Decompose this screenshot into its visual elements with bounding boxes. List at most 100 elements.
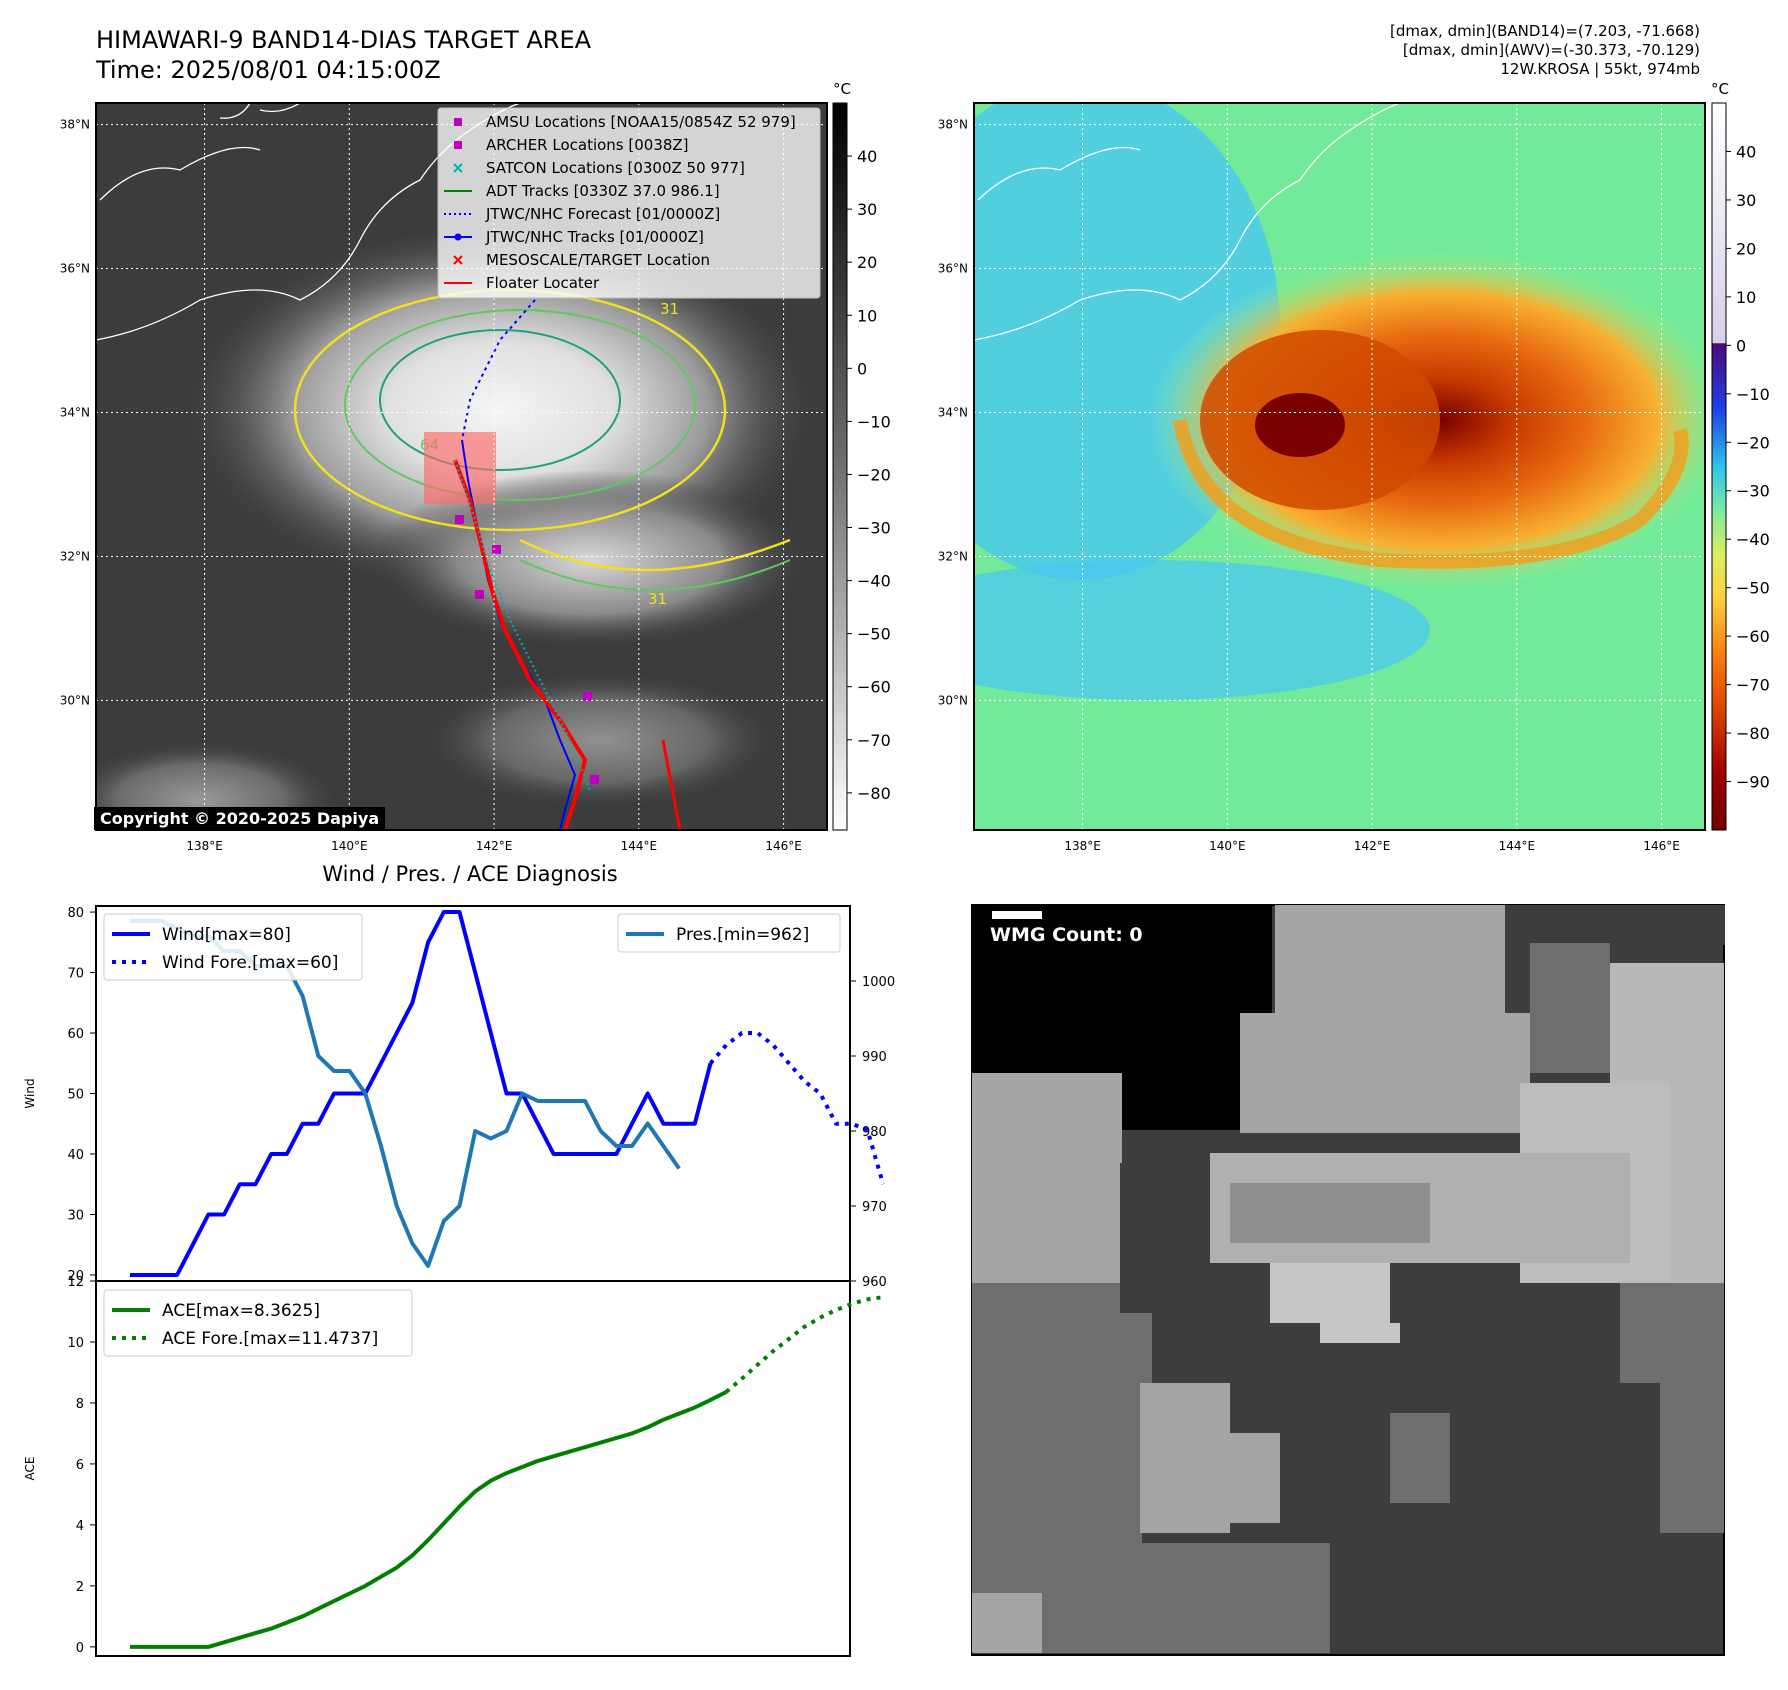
lat-label: 30°N [60,693,90,707]
colorbar-tick-label: 30 [857,200,877,219]
lon-label: 142°E [476,839,513,853]
ace-tick-label: 8 [76,1397,84,1412]
series-line [130,910,713,1277]
wmg-panel: WMG Count: 0 [971,904,1725,1656]
colorbar-tick-label: −50 [1736,579,1770,598]
colorbar-tick-label: −80 [1736,724,1770,743]
colorbar-tick-label: −30 [857,519,891,538]
legend-label: MESOSCALE/TARGET Location [486,251,710,269]
amsu-marker [492,545,501,554]
ace-tick-label: 10 [67,1336,84,1351]
ace-axis-label: ACE [23,1457,37,1481]
ace-frame [95,1280,851,1657]
chart-legend-label: Wind[max=80] [162,925,291,945]
pressure-tick-label: 1000 [862,975,895,990]
diagnosis-charts: 203040506070809609709809901000WindPressu… [23,905,920,1657]
wind-tick-label: 50 [67,1088,84,1103]
chart-legend-box [103,1289,413,1357]
floater-track [453,459,588,830]
pressure-tick-label: 960 [862,1275,887,1290]
colorbar-tick-label: −20 [1736,433,1770,452]
colorbar-tick-label: 10 [1736,288,1756,307]
figure-time: Time: 2025/08/01 04:15:00Z [96,56,441,84]
wv-dry-band [974,560,1430,700]
legend-item: SATCON Locations [0300Z 50 977] [453,159,745,177]
contour-teal [379,329,621,471]
colorbar-tick-label: −80 [857,784,891,803]
legend-label: ARCHER Locations [0038Z] [486,136,689,154]
wind-tick-label: 20 [67,1269,84,1284]
legend-item: ADT Tracks [0330Z 37.0 986.1] [444,182,720,200]
chart-legend-label: Wind Fore.[max=60] [162,953,338,973]
amsu-marker [455,515,464,524]
ir-cloud-cluster [420,670,780,810]
colorbar-tick-label: −30 [1736,482,1770,501]
lon-label: 142°E [1354,839,1391,853]
copyright-label: Copyright © 2020-2025 Dapiya [94,807,386,830]
colorbar-tick-label: −10 [1736,385,1770,404]
wmg-regions [972,905,1725,1653]
lat-label: 34°N [60,406,90,420]
wind-tick-label: 80 [67,906,84,921]
map-panels: 31 31 64 AMSU Locations [NOAA15/0854 [60,80,1770,853]
chart-legend-box [617,913,841,953]
ir-colorbar: °C 40 30 20 10 0 −10 −20 −30 −40 −50 −60 −70 −80 [832,80,891,831]
ir-colorbar-unit: °C [833,80,851,98]
lat-label: 32°N [938,549,968,563]
contour-yellow-band [519,538,791,572]
map-legend: AMSU Locations [NOAA15/0854Z 52 979] ARCH… [437,107,821,299]
colorbar-tick-label: 0 [1736,336,1746,355]
coastline [96,103,521,341]
contour-green-band [519,559,791,591]
archer-marker [475,590,484,599]
wmg-count-label: WMG Count: 0 [990,924,1143,946]
colorbar-tick-label: −10 [857,412,891,431]
legend-label: ADT Tracks [0330Z 37.0 986.1] [486,182,720,200]
colorbar-tick-label: 40 [1736,142,1756,161]
legend-x-icon [453,255,463,265]
awv-range: [dmax, dmin](AWV)=(-30.373, -70.129) [1402,41,1700,59]
lon-label: 146°E [765,839,802,853]
wind-tick-label: 70 [67,967,84,982]
colorbar-tick-label: −20 [857,465,891,484]
floater-locater [661,739,682,830]
legend-item: AMSU Locations [NOAA15/0854Z 52 979] [454,113,796,131]
chart-legend-box [103,913,363,981]
colorbar-tick-label: −70 [857,731,891,750]
wmg-scale-bar [992,911,1042,919]
pressure-axis-label: Pressure [919,1068,920,1119]
wind-pressure-chart: 203040506070809609709809901000WindPressu… [23,905,920,1290]
wmg-black-region [972,905,1272,1075]
wv-storm-core [1255,393,1345,457]
legend-square-icon [454,118,462,126]
colorbar-tick-label: −50 [857,625,891,644]
band14-range: [dmax, dmin](BAND14)=(7.203, -71.668) [1389,22,1700,40]
lon-label: 146°E [1643,839,1680,853]
legend-label: SATCON Locations [0300Z 50 977] [486,159,745,177]
colorbar-tick-label: 0 [857,359,867,378]
wind-tick-label: 40 [67,1148,84,1163]
colorbar-tick-label: −70 [1736,676,1770,695]
ace-tick-label: 2 [76,1580,84,1595]
ace-tick-label: 12 [67,1275,84,1290]
figure-title: HIMAWARI-9 BAND14-DIAS TARGET AREA [96,26,592,54]
colorbar-tick-label: −60 [857,678,891,697]
ir-rainband [370,470,810,650]
ace-chart: 0 2 4 6 8 10 12 ACE ACE[max=8.3625] ACE Fore.[max… [23,1275,884,1657]
lat-label: 30°N [938,693,968,707]
lon-label: 140°E [1209,839,1246,853]
wind-tick-label: 30 [67,1208,84,1223]
archer-marker [590,775,599,784]
colorbar-tick-label: −90 [1736,773,1770,792]
legend-dot-icon [454,233,462,241]
pressure-tick-label: 990 [862,1050,887,1065]
forecast-track [461,299,536,441]
lon-label: 138°E [1064,839,1101,853]
lat-label: 38°N [938,118,968,132]
lat-label: 36°N [938,262,968,276]
map-axis-labels: 38°N 36°N 34°N 32°N 30°N 138°E 140°E 142°E 144°E… [60,118,1680,853]
wv-gridlines [974,103,1705,830]
chart-legend-label: ACE[max=8.3625] [162,1301,320,1321]
pressure-tick-label: 970 [862,1200,887,1215]
wind-tick-label: 60 [67,1027,84,1042]
